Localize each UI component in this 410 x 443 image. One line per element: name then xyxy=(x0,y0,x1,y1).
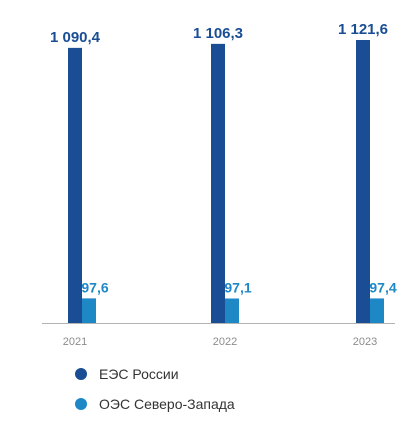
x-tick-label-2021: 2021 xyxy=(63,336,87,348)
bar-series-1-2023 xyxy=(356,40,370,323)
bar-series-2-2023 xyxy=(370,298,384,323)
legend-dot-icon xyxy=(75,398,87,410)
bar-series-2-2021 xyxy=(82,298,96,323)
data-label-series-2-2022: 97,1 xyxy=(224,279,251,295)
legend-label: ОЭС Северо-Запада xyxy=(99,396,235,412)
x-tick-label-2022: 2022 xyxy=(213,336,237,348)
x-tick-label-2023: 2023 xyxy=(353,336,377,348)
data-label-series-2-2021: 97,6 xyxy=(81,279,108,295)
data-label-series-1-2022: 1 106,3 xyxy=(193,25,243,42)
legend-item-series-1: ЕЭС России xyxy=(75,364,235,384)
data-label-series-1-2023: 1 121,6 xyxy=(338,21,388,38)
legend-item-series-2: ОЭС Северо-Запада xyxy=(75,394,235,414)
bar-series-2-2022 xyxy=(225,298,239,323)
bar-series-1-2022 xyxy=(211,43,225,323)
legend-label: ЕЭС России xyxy=(99,366,179,382)
legend-dot-icon xyxy=(75,368,87,380)
legend: ЕЭС России ОЭС Северо-Запада xyxy=(75,364,235,424)
data-label-series-2-2023: 97,4 xyxy=(369,279,396,295)
bar-series-1-2021 xyxy=(68,47,82,324)
data-label-series-1-2021: 1 090,4 xyxy=(50,29,101,46)
